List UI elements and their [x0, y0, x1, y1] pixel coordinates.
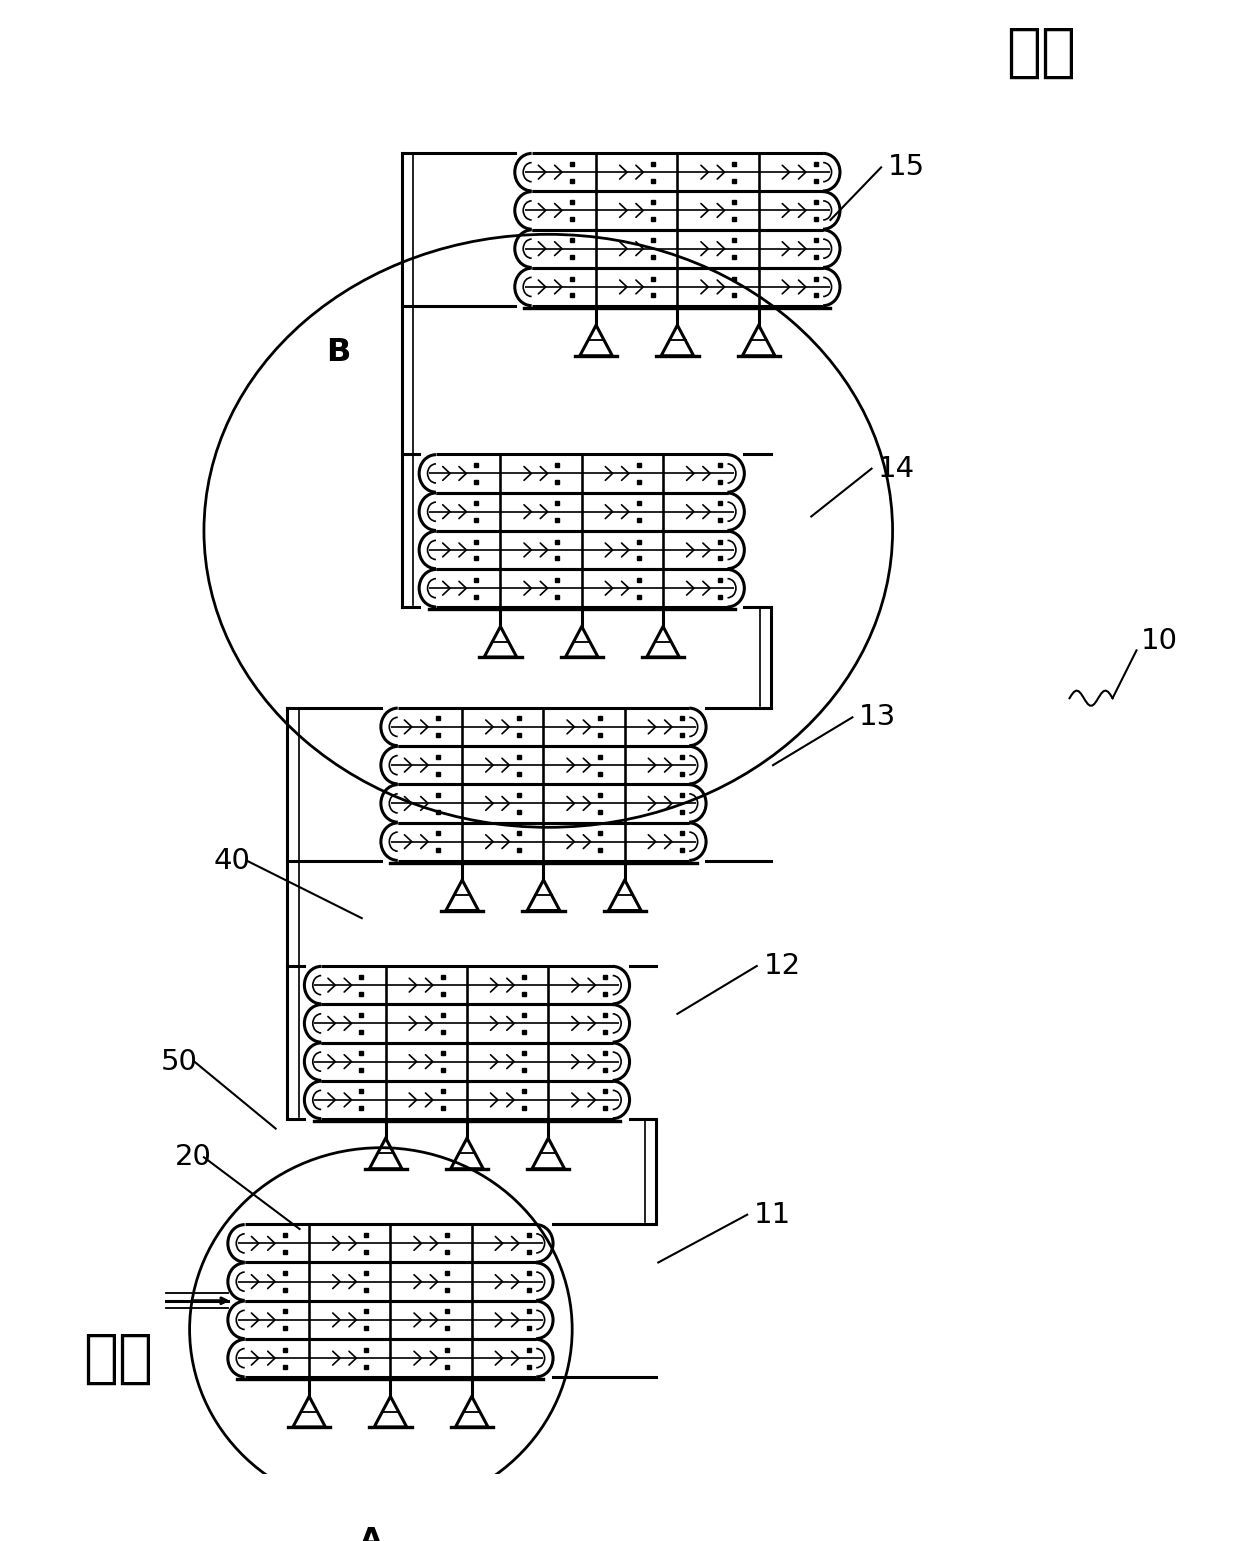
Text: B: B: [326, 337, 350, 368]
Text: 20: 20: [175, 1143, 212, 1171]
Text: 15: 15: [888, 154, 925, 182]
Text: 50: 50: [161, 1048, 198, 1076]
Text: 12: 12: [764, 952, 801, 980]
Text: 40: 40: [213, 848, 250, 875]
Text: 13: 13: [859, 703, 897, 732]
Text: 11: 11: [754, 1200, 791, 1228]
Text: 14: 14: [878, 455, 915, 482]
Text: 10: 10: [1141, 627, 1178, 655]
Text: 进料: 进料: [83, 1330, 153, 1387]
Text: A: A: [360, 1526, 383, 1541]
Text: 出料: 出料: [1006, 25, 1076, 82]
